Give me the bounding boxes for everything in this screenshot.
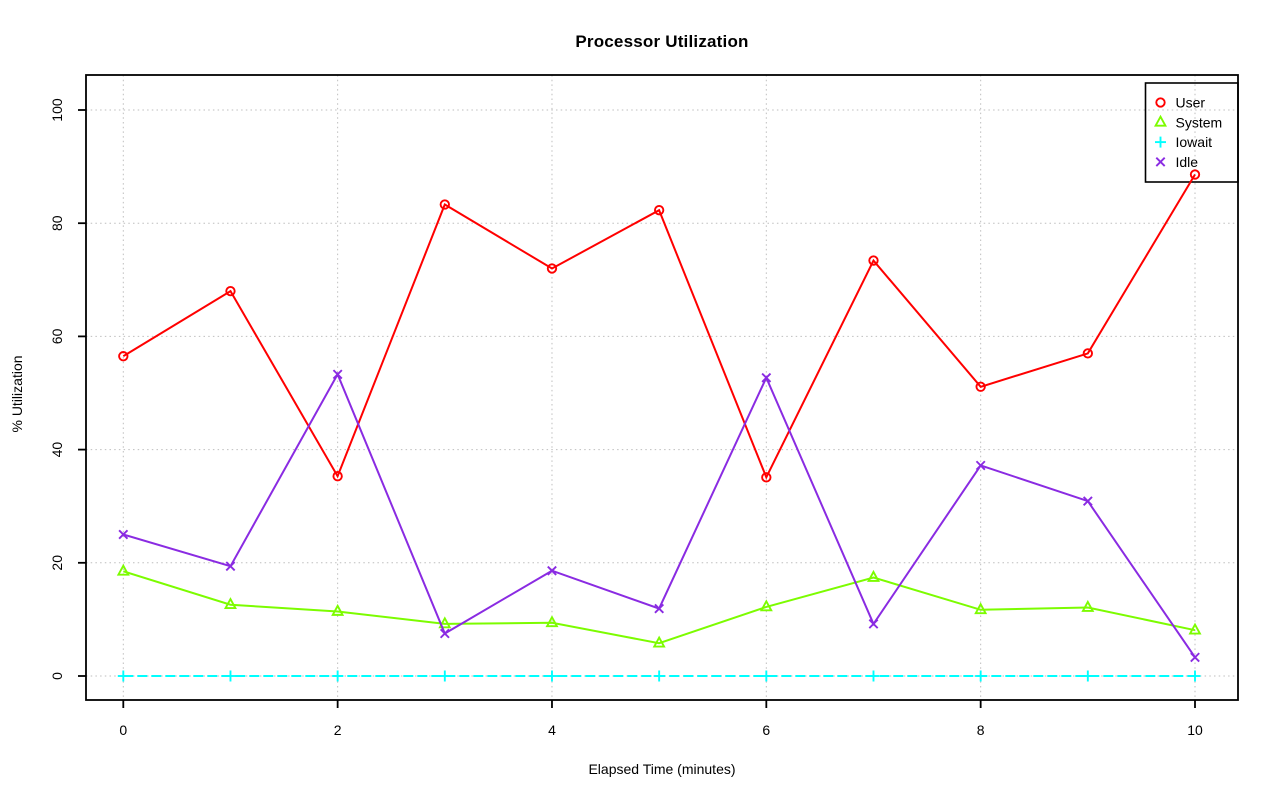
series-line-system (123, 570, 1196, 645)
legend-label-iowait: Iowait (1176, 134, 1213, 150)
x-tick-label: 4 (548, 722, 556, 738)
marker-open-circle (654, 205, 665, 216)
marker-x (1082, 496, 1093, 506)
gridlines (86, 75, 1238, 700)
y-tick-label: 20 (49, 555, 65, 571)
marker-open-circle (1082, 348, 1093, 359)
x-tick-label: 6 (762, 722, 770, 738)
x-tick-label: 10 (1187, 722, 1203, 738)
marker-x (654, 603, 665, 614)
y-axis-label: % Utilization (9, 355, 25, 433)
x-tick-label: 0 (119, 722, 127, 738)
marker-open-triangle-up (1081, 599, 1095, 612)
marker-x (1155, 157, 1166, 167)
marker-open-circle (439, 199, 450, 210)
series-idle (118, 369, 1200, 663)
x-axis-label: Elapsed Time (minutes) (588, 761, 736, 777)
marker-x (868, 619, 879, 629)
marker-open-triangle-up (652, 635, 666, 648)
y-tick-label: 60 (49, 328, 65, 344)
marker-open-triangle-up (866, 569, 880, 582)
marker-open-circle (975, 381, 986, 392)
marker-open-triangle-up (331, 603, 345, 616)
marker-open-triangle-up (223, 597, 237, 610)
legend-label-user: User (1176, 95, 1206, 111)
x-tick-label: 2 (334, 722, 342, 738)
marker-x (332, 369, 343, 380)
series-line-user (122, 173, 1196, 480)
marker-open-triangle-up (545, 615, 559, 628)
marker-x (439, 628, 450, 639)
marker-open-circle (118, 351, 129, 362)
marker-open-triangle-up (1154, 114, 1167, 127)
marker-open-circle (868, 255, 879, 266)
series-iowait (117, 670, 1201, 682)
legend-label-system: System (1176, 114, 1223, 130)
marker-open-triangle-up (759, 599, 773, 612)
marker-open-circle (1189, 169, 1201, 180)
legend: User System Iowait Idle (1144, 82, 1239, 183)
marker-open-circle (1155, 97, 1166, 108)
series-user (118, 169, 1201, 483)
series-system (116, 563, 1202, 648)
marker-open-circle (332, 471, 343, 482)
marker-open-circle (225, 285, 236, 297)
y-tick-label: 80 (49, 215, 65, 231)
y-tick-label: 100 (49, 98, 65, 122)
y-tick-label: 0 (49, 672, 65, 680)
marker-open-triangle-up (974, 602, 988, 615)
marker-x (225, 561, 236, 572)
marker-x (118, 529, 129, 540)
plot-box (85, 74, 1239, 701)
marker-open-circle (761, 472, 772, 483)
marker-x (975, 460, 986, 471)
marker-open-triangle-up (1188, 622, 1202, 635)
y-axis: 0 20 40 60 80 100 (49, 98, 86, 680)
chart-title: Processor Utilization (575, 32, 749, 51)
x-tick-label: 8 (977, 722, 985, 738)
marker-x (1190, 652, 1200, 663)
y-tick-label: 40 (49, 442, 65, 458)
marker-x (547, 565, 557, 576)
marker-open-triangle-up (438, 616, 452, 629)
marker-x (761, 372, 772, 383)
marker-open-circle (546, 263, 558, 274)
x-axis: 0 2 4 6 8 10 (119, 700, 1203, 738)
series-line-idle (123, 372, 1196, 658)
marker-open-triangle-up (116, 563, 130, 576)
legend-label-idle: Idle (1176, 154, 1199, 170)
